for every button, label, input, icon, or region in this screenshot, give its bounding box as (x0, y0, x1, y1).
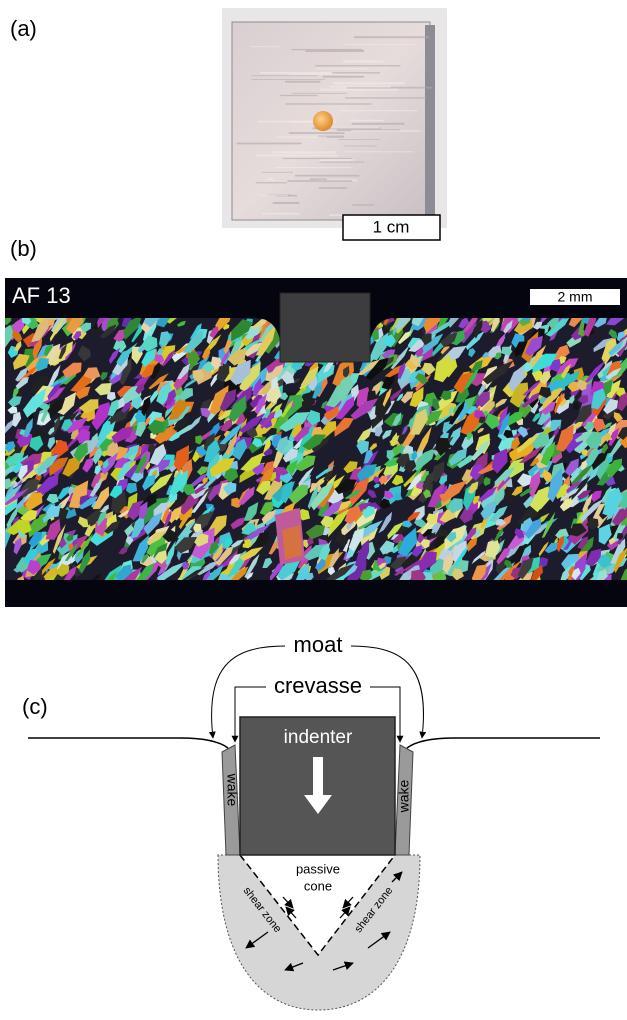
texture-element (344, 44, 416, 45)
figure: (a) 1 cm (b) AF 13 2 mm (c) indenter moa… (0, 0, 627, 1020)
texture-element (323, 76, 364, 78)
surface (407, 738, 600, 748)
panel-label: (b) (10, 236, 37, 261)
texture-element (283, 158, 352, 159)
moat-label: moat (294, 632, 343, 657)
texture-element (251, 79, 325, 80)
texture-element (251, 46, 280, 47)
texture-element (287, 180, 352, 182)
texture-element (315, 65, 400, 66)
texture-element (344, 146, 377, 147)
texture-element (276, 167, 352, 168)
texture-element (280, 95, 317, 96)
texture-element (351, 130, 420, 132)
indenter-photo (280, 293, 370, 362)
wake-label: wake (224, 773, 240, 807)
texture-element (305, 50, 364, 52)
texture-element (237, 143, 302, 145)
scale-bar-label: 1 cm (373, 217, 410, 236)
texture-element (292, 93, 347, 94)
texture-element (289, 74, 365, 75)
texture-element (354, 36, 430, 38)
texture-element (276, 136, 326, 137)
texture-element (251, 75, 318, 76)
texture-element (319, 162, 364, 163)
texture-element (256, 182, 287, 183)
texture-element (320, 89, 398, 91)
texture-element (332, 72, 381, 73)
texture-element (350, 120, 384, 122)
texture-element (285, 103, 371, 104)
scale-bar-label: 2 mm (558, 289, 593, 305)
wake-label: wake (396, 779, 412, 813)
texture-element (316, 68, 367, 69)
indenter-label: indenter (284, 727, 353, 748)
texture-element (334, 82, 405, 84)
texture-element (319, 159, 353, 161)
texture-element (267, 178, 310, 180)
texture-element (345, 151, 413, 152)
texture-element (262, 172, 293, 173)
texture-element (295, 175, 360, 177)
texture-element (256, 155, 338, 157)
texture-element (273, 202, 300, 204)
crevasse-label: crevasse (274, 673, 362, 698)
indent-mark (313, 111, 333, 131)
texture-element (340, 110, 417, 111)
texture-element (352, 204, 374, 205)
texture-element (329, 86, 391, 88)
texture-element (345, 97, 426, 98)
sample-side (425, 25, 435, 220)
cone-label: cone (304, 878, 332, 893)
panel-label: (a) (10, 16, 37, 41)
cone-label: passive (296, 861, 340, 876)
panel-label: (c) (22, 694, 48, 719)
texture-element (272, 151, 336, 153)
texture-element (289, 132, 345, 134)
texture-element (262, 213, 299, 215)
texture-element (319, 187, 347, 189)
surface (28, 738, 228, 748)
texture-element (282, 525, 302, 560)
texture-element (343, 60, 384, 62)
texture-element (285, 81, 320, 83)
sample-label: AF 13 (12, 283, 71, 308)
texture-element (259, 195, 288, 196)
texture-element (352, 123, 405, 125)
texture-element (338, 139, 380, 140)
